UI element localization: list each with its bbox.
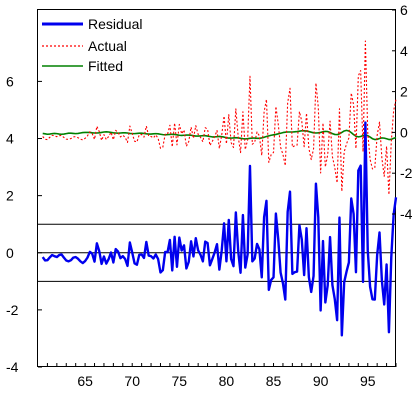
left-axis-ticks: -4 -2 0 2 4 6 [6,73,42,375]
legend: Residual Actual Fitted [42,16,142,74]
right-tick-label: -4 [400,206,413,222]
x-tick-label: 90 [313,373,329,389]
legend-label-residual: Residual [88,16,142,32]
right-tick-label: 6 [400,2,408,18]
series-fitted-line [42,129,397,141]
x-tick-label: 80 [219,373,235,389]
x-tick-label: 95 [360,373,376,389]
left-tick-label: 0 [6,245,14,261]
legend-label-actual: Actual [88,38,127,54]
left-tick-label: -2 [6,302,19,318]
series-residual-line [41,121,398,337]
x-tick-label: 65 [77,373,93,389]
legend-label-fitted: Fitted [88,58,123,74]
x-tick-label: 85 [266,373,282,389]
left-tick-label: 2 [6,188,14,204]
left-tick-label: 4 [6,131,14,147]
right-axis-ticks: -4 -2 0 2 4 6 [392,2,413,222]
x-tick-label: 75 [172,373,188,389]
right-tick-label: 2 [400,84,408,100]
x-tick-label: 70 [124,373,140,389]
right-tick-label: -2 [400,165,413,181]
left-tick-label: 6 [6,73,14,89]
x-axis-ticks: 65 70 75 80 85 90 95 [46,363,397,389]
series-layer [41,40,398,337]
right-tick-label: 0 [400,124,408,140]
left-tick-label: -4 [6,359,19,375]
right-tick-label: 4 [400,43,408,59]
